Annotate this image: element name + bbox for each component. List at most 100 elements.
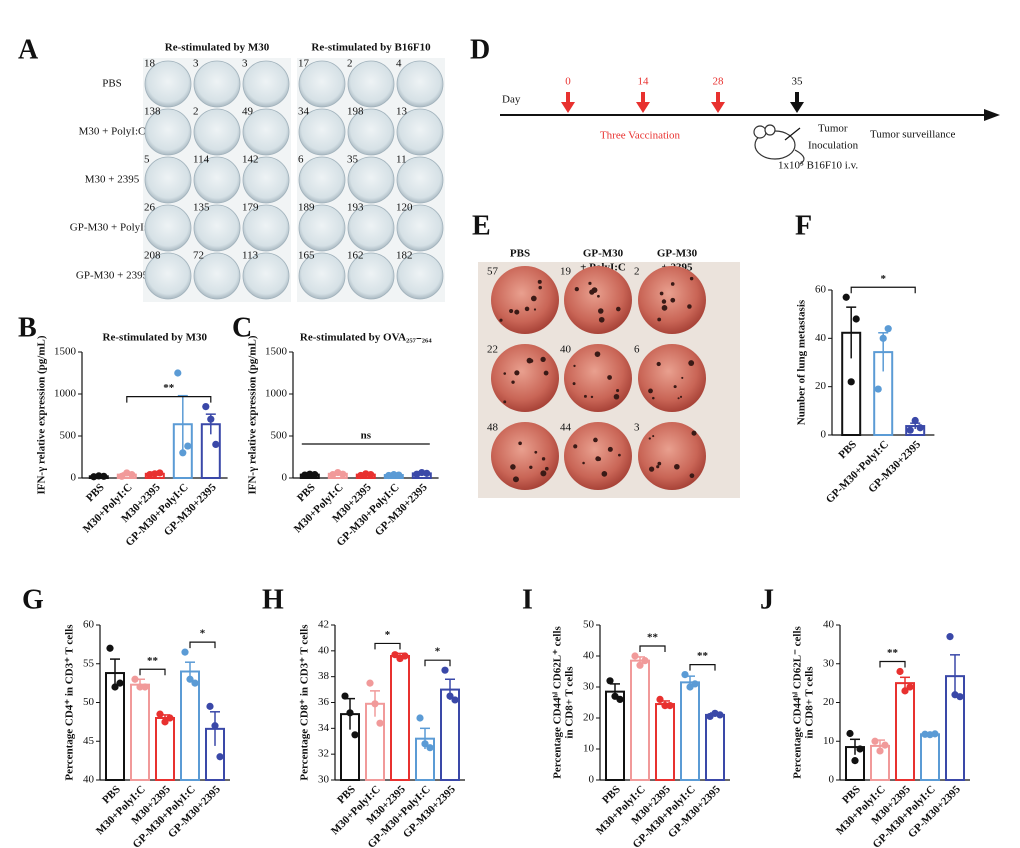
significance-bracket	[850, 286, 916, 294]
well	[347, 108, 395, 156]
spot-count: 138	[144, 106, 161, 118]
lung-spot	[648, 388, 653, 394]
well	[193, 60, 241, 108]
data-point	[931, 730, 939, 738]
lung-spot	[670, 297, 676, 303]
row-label: GP-M30 + 2395	[76, 270, 149, 282]
spot-count: 198	[347, 106, 364, 118]
data-point	[346, 709, 354, 717]
lung-spot	[594, 351, 601, 357]
well	[347, 156, 395, 204]
data-point	[631, 652, 639, 660]
well	[193, 252, 241, 300]
y-tick-label: 60	[815, 284, 827, 296]
data-point	[421, 740, 429, 748]
panel-letter: H	[262, 584, 284, 615]
data-point	[956, 693, 964, 701]
lung-spot	[583, 394, 587, 398]
well	[242, 108, 290, 156]
data-point	[376, 719, 384, 727]
data-point	[896, 667, 904, 676]
panel-letter: J	[760, 584, 774, 615]
y-tick-label: 1500	[54, 346, 77, 358]
lung-spot	[537, 279, 542, 284]
data-point	[186, 675, 194, 683]
data-point	[341, 692, 349, 700]
lung-spot	[661, 305, 668, 311]
well	[144, 204, 192, 252]
data-point	[423, 469, 431, 477]
lung-spot	[607, 375, 612, 380]
mouse-ear	[764, 124, 776, 136]
data-point	[874, 385, 882, 393]
spot-count: 165	[298, 250, 315, 262]
y-axis-label: IFN-γ relative expression (pg/mL)	[247, 335, 259, 494]
well	[347, 60, 395, 108]
spot-count: 34	[298, 106, 310, 118]
spot-count: 193	[347, 202, 364, 214]
data-point	[184, 442, 192, 450]
y-axis-label: in CD8+ T cells	[564, 666, 576, 739]
mouse-tail	[794, 149, 805, 165]
data-point	[656, 695, 664, 704]
day-label: Day	[502, 94, 521, 106]
data-point	[311, 471, 319, 479]
data-point	[174, 369, 182, 377]
spot-count: 2	[347, 58, 353, 70]
significance-label: **	[647, 632, 659, 644]
lung-spot	[597, 308, 604, 314]
lung-spot	[533, 308, 537, 311]
bar	[680, 681, 700, 781]
lung-spot	[499, 318, 503, 322]
lung-spot	[591, 287, 598, 294]
lung-spot	[674, 463, 680, 470]
spot-count: 114	[193, 154, 210, 166]
data-point	[879, 334, 887, 342]
bar	[920, 733, 940, 782]
lung-spot	[657, 317, 662, 322]
x-tick-label: PBS	[84, 481, 107, 504]
well	[193, 204, 241, 252]
panel-letter: C	[232, 312, 252, 343]
well	[144, 252, 192, 300]
group-header: PBS	[510, 248, 530, 260]
bar	[390, 655, 410, 781]
row-label: M30 + 2395	[85, 174, 140, 186]
data-point	[426, 744, 434, 752]
spot-count: 2	[193, 106, 199, 118]
data-point	[216, 753, 224, 761]
data-point	[856, 745, 864, 753]
metastasis-count: 19	[560, 266, 572, 278]
y-axis-label: Percentage CD44ʰⁱ CD62L⁺ cells	[551, 625, 564, 778]
spot-count: 4	[396, 58, 402, 70]
data-point	[691, 680, 699, 688]
injection-arrow	[784, 127, 801, 141]
y-axis-label: IFN-γ relative expression (pg/mL)	[36, 335, 48, 494]
inoculation-label: Inoculation	[808, 140, 859, 152]
data-point	[391, 651, 399, 659]
well	[396, 60, 444, 108]
y-tick-label: 34	[318, 722, 330, 734]
spot-count: 3	[242, 58, 248, 70]
spot-count: 142	[242, 154, 259, 166]
lung-spot	[656, 465, 660, 469]
lung	[491, 344, 559, 412]
y-tick-label: 30	[583, 681, 595, 693]
mouse-ear	[753, 125, 767, 139]
well	[298, 108, 346, 156]
bar	[130, 683, 150, 781]
data-point	[451, 696, 459, 704]
lung	[564, 266, 632, 334]
lung-spot	[661, 299, 667, 304]
data-point	[211, 722, 219, 730]
metastasis-count: 2	[634, 266, 640, 278]
lung-spot	[511, 380, 515, 384]
data-point	[100, 472, 108, 480]
data-point	[206, 702, 214, 710]
significance-bracket	[139, 668, 166, 676]
data-point	[901, 687, 909, 695]
y-tick-label: 0	[282, 472, 288, 484]
lung-spot	[673, 385, 677, 389]
lung-spot	[656, 361, 661, 367]
data-point	[881, 741, 889, 749]
